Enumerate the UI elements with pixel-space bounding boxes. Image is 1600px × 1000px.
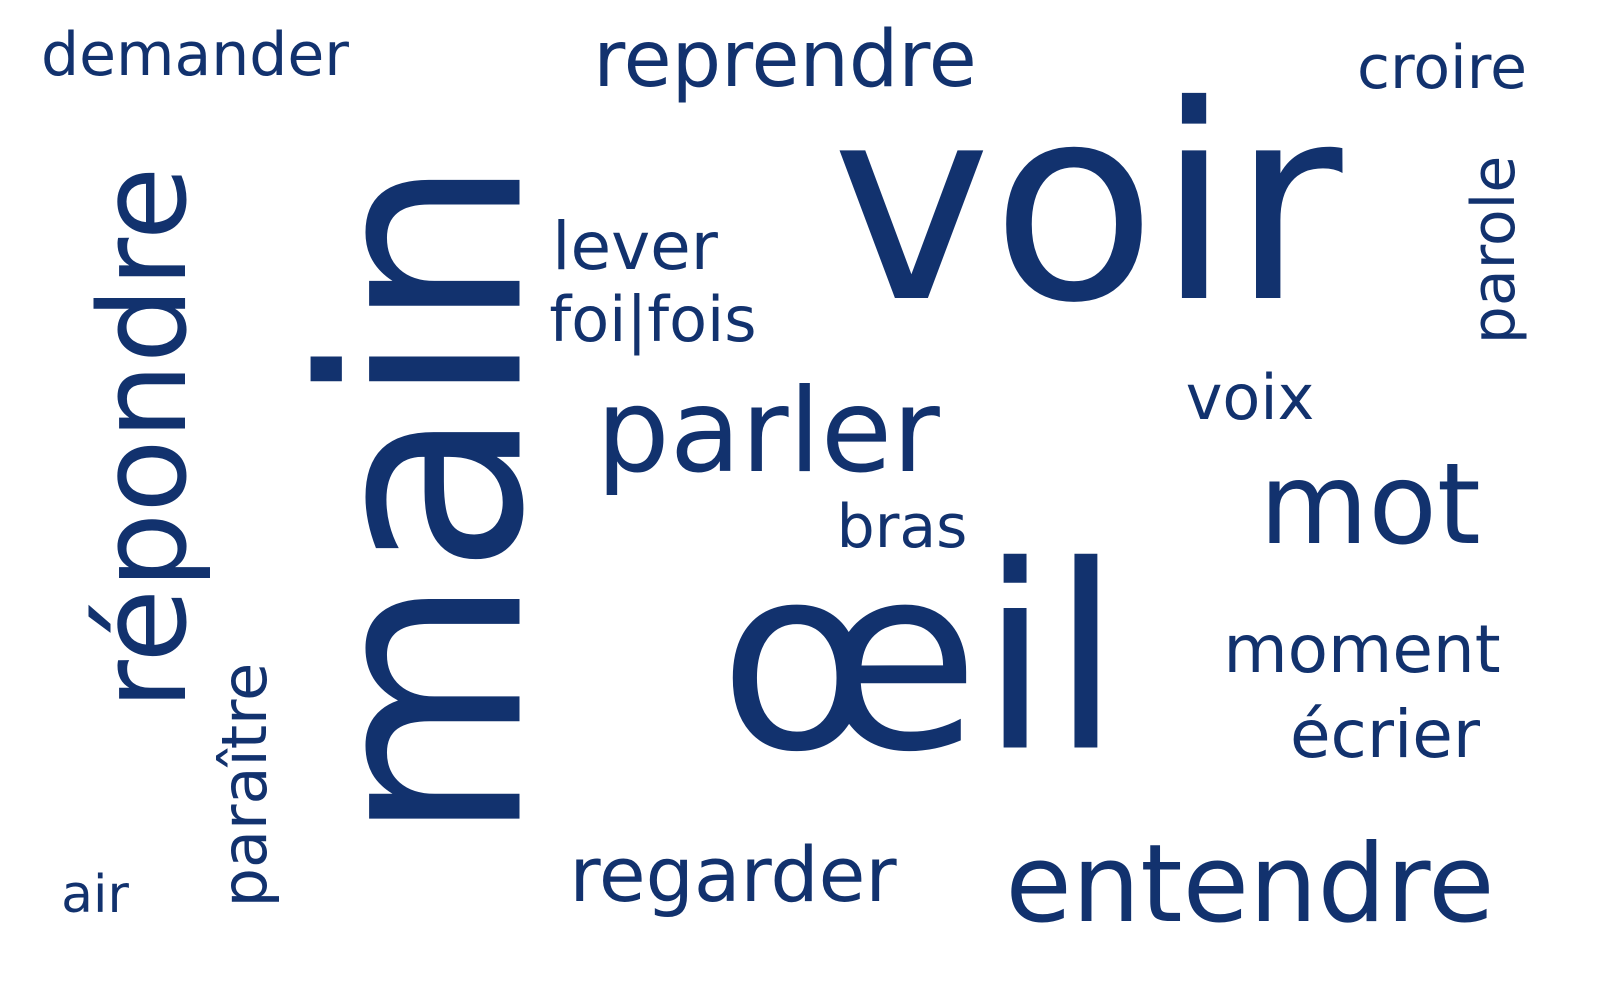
word-oeil: œil: [718, 511, 1122, 809]
word-foifois: foi|fois: [549, 283, 757, 356]
word-voir: voir: [831, 47, 1343, 362]
word-repondre: répondre: [75, 166, 214, 710]
word-parole: parole: [1459, 155, 1529, 345]
word-croire: croire: [1357, 33, 1527, 103]
word-mot: mot: [1259, 440, 1481, 570]
word-air: air: [61, 865, 129, 925]
word-lever: lever: [552, 208, 718, 285]
word-demander: demander: [41, 20, 349, 90]
word-parler: parler: [596, 364, 940, 499]
word-moment: moment: [1223, 611, 1501, 688]
word-paraitre: paraître: [208, 662, 281, 908]
word-main: main: [264, 156, 585, 844]
word-entendre: entendre: [1005, 822, 1495, 947]
word-voix: voix: [1185, 361, 1315, 434]
word-ecrier: écrier: [1289, 696, 1481, 773]
word-reprendre: reprendre: [593, 15, 977, 105]
word-bras: bras: [836, 492, 968, 562]
word-regarder: regarder: [569, 830, 897, 919]
